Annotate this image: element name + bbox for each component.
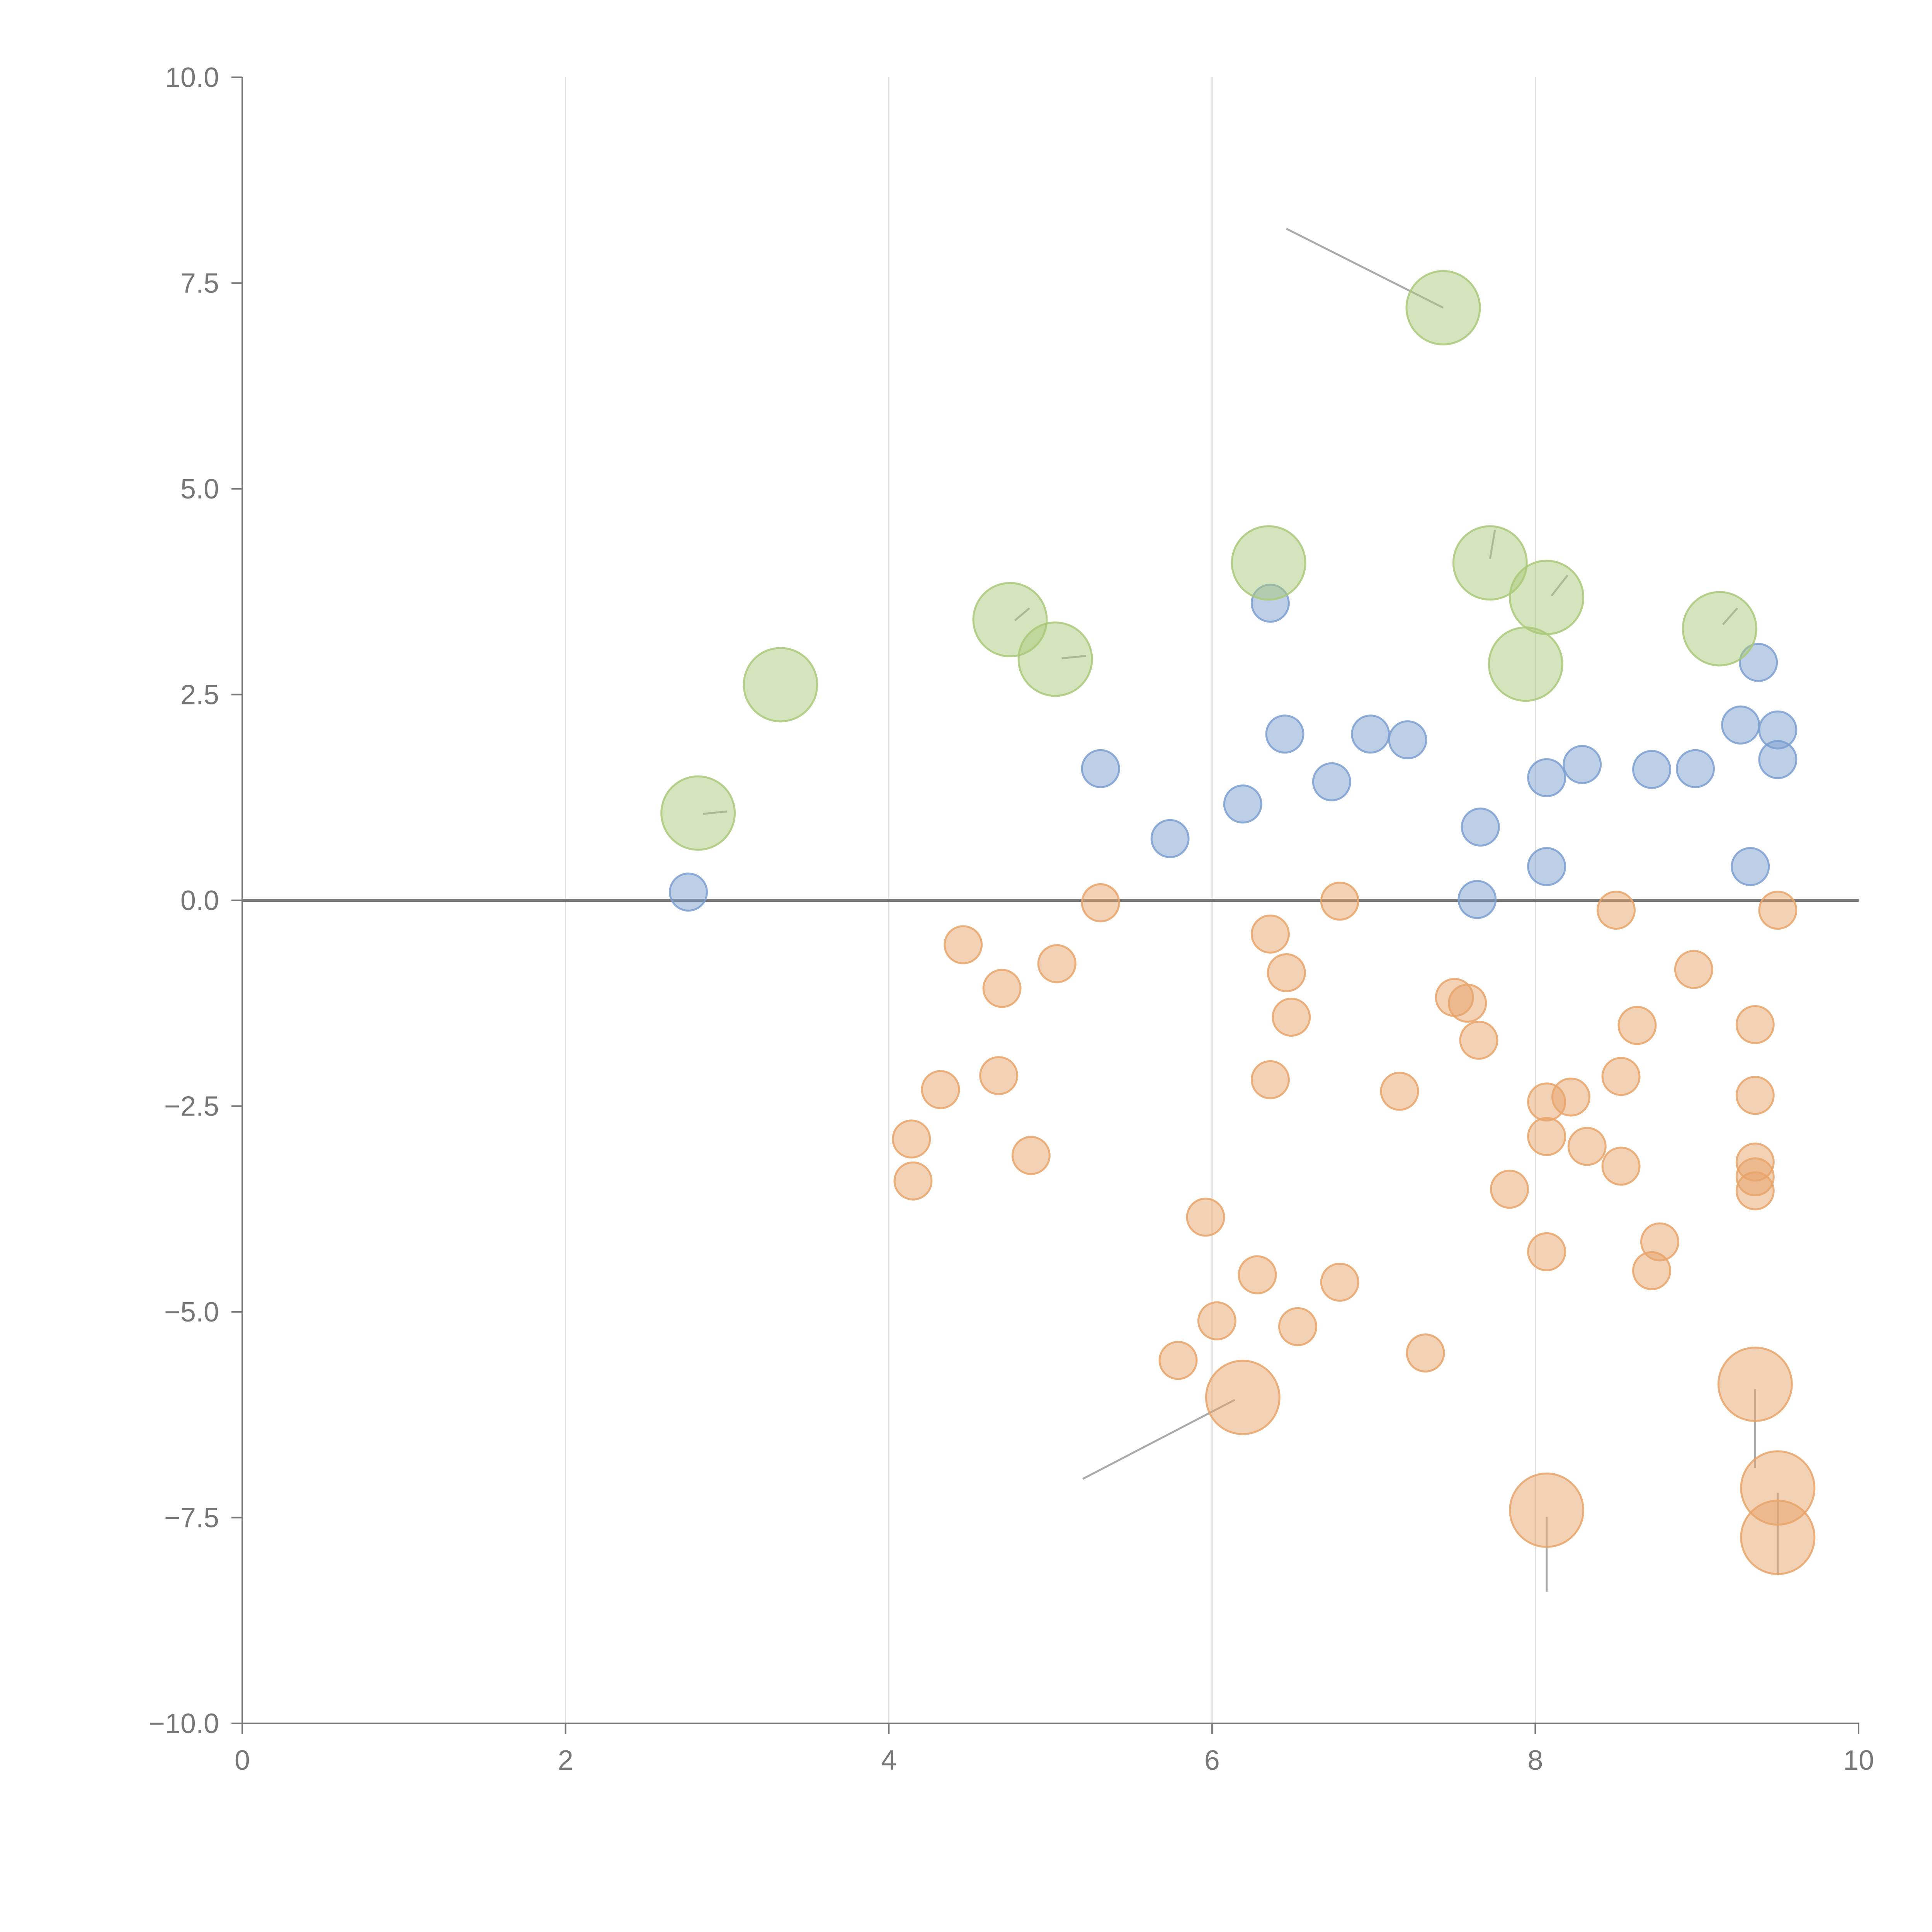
data-point-negative-small (1272, 997, 1311, 1037)
data-point-negative-small (1640, 1222, 1679, 1262)
data-point-positive-large (660, 775, 736, 851)
y-tick-label: 0.0 (180, 885, 219, 916)
x-tick-label: 8 (1527, 1745, 1543, 1776)
data-point-negative-small (1158, 1341, 1198, 1380)
data-point-negative-small (1674, 950, 1713, 989)
data-point-negative-small (1735, 1171, 1775, 1211)
data-point-negative-large (1717, 1346, 1793, 1422)
data-point-positive-large (1405, 270, 1481, 345)
data-point-positive-small (1351, 714, 1390, 754)
data-point-negative-small (1597, 891, 1636, 930)
y-tick-label: 10.0 (165, 62, 219, 93)
data-point-negative-small (1267, 953, 1306, 992)
data-point-positive-small (1758, 740, 1798, 779)
data-point-negative-small (1551, 1077, 1590, 1117)
data-point-negative-small (1238, 1255, 1277, 1294)
data-point-negative-small (1197, 1301, 1236, 1340)
data-point-negative-small (921, 1070, 960, 1109)
data-point-positive-small (1731, 847, 1770, 886)
data-point-negative-small (1406, 1333, 1445, 1372)
data-point-negative-small (1320, 1262, 1359, 1302)
data-point-positive-small (1458, 880, 1497, 919)
data-point-negative-small (1735, 1005, 1775, 1044)
data-point-negative-small (979, 1056, 1019, 1095)
data-point-positive-small (1081, 749, 1120, 788)
data-point-positive-large (1452, 525, 1528, 601)
data-point-positive-small (1676, 749, 1715, 788)
data-point-positive-large (1017, 621, 1093, 697)
data-point-negative-small (1459, 1020, 1498, 1060)
data-point-negative-small (1250, 914, 1290, 954)
data-point-negative-small (1758, 891, 1798, 930)
data-point-negative-large (1509, 1472, 1585, 1548)
data-point-negative-small (1601, 1146, 1641, 1186)
data-point-positive-large (1231, 525, 1306, 601)
axis-layer: 0 2 4 6 8 10 10.0 7.5 5.0 2.5 0.0 −2.5 −5.0 −7.5 −10.0 (149, 62, 1874, 1776)
data-point-positive-small (1721, 705, 1760, 745)
data-point-positive-small (1527, 847, 1566, 886)
data-point-positive-small (1739, 643, 1778, 682)
data-point-negative-small (1186, 1197, 1225, 1237)
data-point-positive-small (669, 872, 708, 912)
x-tick-label: 4 (881, 1745, 896, 1776)
data-point-positive-large (1488, 626, 1563, 702)
data-point-negative-small (1601, 1057, 1641, 1096)
data-point-positive-large (1509, 560, 1585, 635)
x-tick-label: 0 (235, 1745, 250, 1776)
data-point-negative-small (1567, 1127, 1607, 1166)
data-point-negative-small (1250, 1060, 1290, 1099)
data-point-negative-small (1527, 1117, 1566, 1156)
data-point-positive-small (1527, 758, 1566, 798)
data-point-negative-small (1037, 944, 1077, 983)
y-tick-label: 7.5 (180, 268, 219, 299)
data-point-negative-small (944, 925, 983, 964)
x-tick-label: 2 (558, 1745, 573, 1776)
data-point-negative-small (1278, 1307, 1317, 1346)
data-point-negative-small (1380, 1071, 1419, 1111)
data-point-positive-small (1223, 784, 1262, 824)
data-point-negative-small (1527, 1232, 1566, 1272)
y-tick-label: −5.0 (164, 1297, 219, 1328)
data-point-negative-large (1205, 1360, 1281, 1435)
data-point-positive-small (1563, 745, 1602, 784)
data-point-positive-small (1312, 762, 1351, 801)
data-point-negative-small (1320, 881, 1359, 921)
point-layer (660, 270, 1816, 1575)
x-tick-label: 10 (1843, 1745, 1874, 1776)
data-point-negative-small (893, 1161, 933, 1201)
y-tick-label: −2.5 (164, 1091, 219, 1122)
data-point-negative-small (1735, 1076, 1775, 1115)
y-tick-label: −7.5 (164, 1503, 219, 1534)
x-tick-label: 6 (1204, 1745, 1220, 1776)
data-point-positive-small (1265, 714, 1304, 754)
data-point-positive-small (1461, 807, 1500, 847)
data-point-negative-small (982, 969, 1022, 1008)
data-point-negative-large (1740, 1500, 1816, 1575)
data-point-negative-small (1617, 1006, 1657, 1045)
data-point-negative-small (892, 1119, 931, 1159)
data-point-positive-small (1388, 720, 1427, 760)
data-point-negative-small (1490, 1170, 1529, 1209)
data-point-positive-small (1150, 819, 1190, 858)
data-point-negative-small (1081, 883, 1120, 922)
data-point-positive-small (1632, 750, 1672, 789)
data-point-negative-small (1448, 983, 1487, 1023)
y-tick-label: 2.5 (180, 680, 219, 711)
data-point-positive-large (1682, 591, 1757, 667)
y-tick-label: −10.0 (149, 1708, 219, 1739)
data-point-negative-small (1011, 1136, 1051, 1175)
y-tick-label: 5.0 (180, 474, 219, 505)
data-point-positive-large (743, 647, 818, 723)
